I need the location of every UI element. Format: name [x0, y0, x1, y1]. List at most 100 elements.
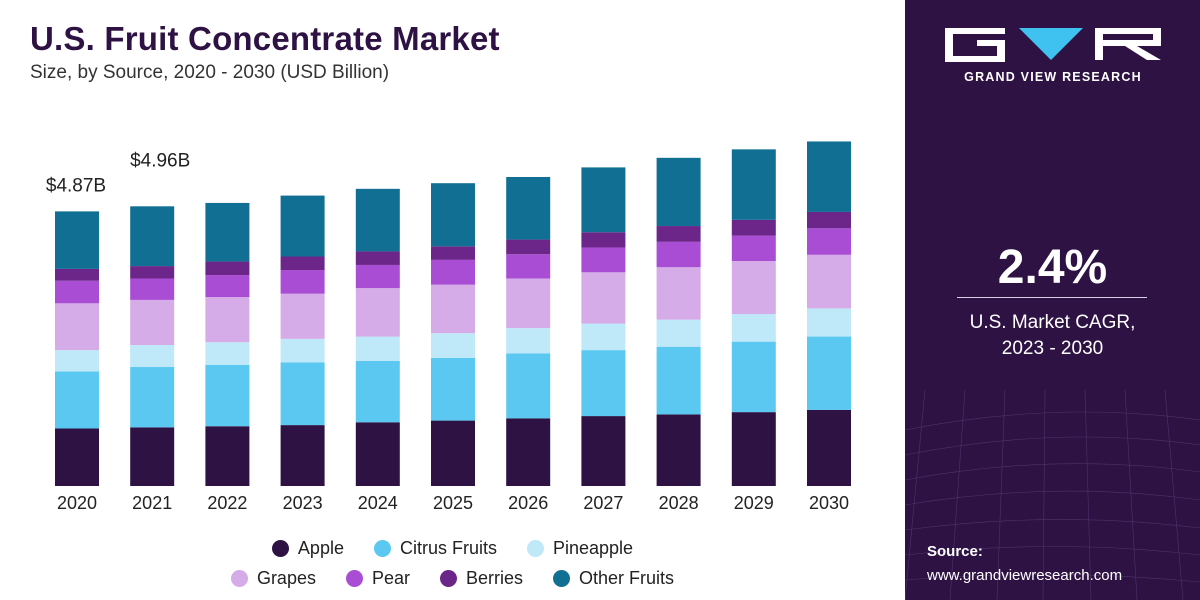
bar-segment-pear-2021 — [130, 278, 175, 300]
bar-segment-apple-2025 — [431, 420, 475, 486]
bar-segment-other-fruits-2024 — [355, 188, 400, 252]
source-link[interactable]: www.grandviewresearch.com — [927, 567, 1123, 584]
legend-label: Pineapple — [552, 537, 634, 558]
bar-segment-grapes-2026 — [506, 278, 551, 329]
bar-segment-berries-2020 — [55, 268, 99, 281]
bar-segment-other-fruits-2020 — [55, 211, 99, 269]
legend-item-pear: Pear — [345, 567, 410, 589]
bar-segment-berries-2025 — [431, 246, 475, 260]
legend-item-pineapple: Pineapple — [526, 537, 634, 559]
legend-swatch — [230, 569, 248, 587]
bar-segment-citrus-fruits-2020 — [55, 371, 99, 429]
bar-segment-apple-2028 — [656, 414, 701, 486]
bar-segment-other-fruits-2026 — [506, 176, 551, 240]
bar-segment-pear-2025 — [431, 259, 475, 285]
legend-swatch — [373, 539, 391, 557]
bar-segment-other-fruits-2029 — [731, 149, 776, 220]
bar-segment-citrus-fruits-2023 — [280, 362, 325, 426]
chart-title: U.S. Fruit Concentrate Market — [30, 20, 500, 57]
bar-segment-pineapple-2026 — [506, 328, 551, 354]
bar-segment-other-fruits-2023 — [280, 195, 325, 257]
bar-segment-pear-2029 — [731, 235, 776, 262]
bar-segment-apple-2022 — [205, 426, 250, 486]
bar-segment-grapes-2024 — [355, 288, 400, 337]
bar-segment-berries-2021 — [130, 266, 175, 279]
bar-segment-pear-2022 — [205, 275, 250, 298]
legend-swatch — [345, 569, 363, 587]
bar-segment-grapes-2023 — [280, 293, 325, 339]
bar-segment-pear-2023 — [280, 270, 325, 294]
bar-segment-berries-2023 — [280, 256, 325, 271]
bar-segment-pineapple-2021 — [130, 345, 175, 368]
legend-row: Apple Citrus Fruits Pineapple — [0, 533, 905, 563]
cagr-value: 2.4% — [997, 241, 1108, 294]
bar-segment-grapes-2021 — [130, 299, 175, 346]
bar-segment-berries-2030 — [807, 211, 851, 229]
cagr-label-line2: 2023 - 2030 — [1001, 338, 1104, 359]
data-label-2020: $4.87B — [46, 175, 106, 196]
legend-label: Berries — [466, 567, 524, 588]
bar-segment-pear-2028 — [656, 241, 701, 268]
x-tick-label: 2023 — [283, 493, 323, 513]
legend-label: Pear — [371, 567, 410, 588]
bar-segment-citrus-fruits-2030 — [807, 336, 851, 410]
legend-swatch — [271, 539, 289, 557]
x-tick-label: 2027 — [583, 493, 623, 513]
bar-segment-apple-2027 — [581, 416, 626, 486]
bar-segment-pineapple-2022 — [205, 342, 250, 365]
chart-panel: U.S. Fruit Concentrate Market Size, by S… — [0, 20, 905, 593]
bar-segment-other-fruits-2028 — [656, 157, 701, 227]
chart-legend: Apple Citrus Fruits Pineapple Grapes Pear Ber… — [0, 533, 905, 593]
bar-segment-citrus-fruits-2026 — [506, 353, 551, 419]
legend-item-apple: Apple — [271, 538, 344, 559]
x-tick-label: 2025 — [433, 493, 473, 513]
bar-segment-berries-2027 — [581, 232, 626, 248]
grid-decoration — [905, 390, 1200, 600]
bar-segment-pear-2020 — [55, 280, 99, 304]
bar-segment-other-fruits-2025 — [431, 183, 475, 247]
grand-view-research-logo — [945, 28, 1161, 62]
bar-segment-citrus-fruits-2029 — [731, 341, 776, 413]
x-tick-label: 2028 — [659, 493, 699, 513]
bar-segment-other-fruits-2022 — [205, 202, 250, 262]
chart-subtitle: Size, by Source, 2020 - 2030 (USD Billio… — [30, 62, 390, 83]
bar-segment-pear-2026 — [506, 254, 551, 279]
legend-label: Other Fruits — [579, 567, 675, 588]
cagr-label: U.S. Market CAGR, 2023 - 2030 — [905, 310, 1200, 362]
bar-segment-citrus-fruits-2022 — [205, 364, 250, 427]
brand-name: GRAND VIEW RESEARCH — [964, 70, 1142, 84]
bar-segment-apple-2023 — [280, 425, 325, 486]
bar-segment-berries-2026 — [506, 239, 551, 255]
bar-segment-other-fruits-2027 — [581, 167, 626, 233]
bar-segment-grapes-2030 — [807, 254, 851, 309]
bar-segment-pear-2027 — [581, 247, 626, 273]
x-tick-label: 2029 — [734, 493, 774, 513]
x-tick-label: 2024 — [358, 493, 398, 513]
sidebar-panel: GRAND VIEW RESEARCH 2.4% U.S. Market CAG… — [905, 0, 1200, 600]
data-label-2021: $4.96B — [130, 150, 190, 171]
bar-segment-grapes-2020 — [55, 303, 99, 351]
legend-item-other-fruits: Other Fruits — [553, 568, 674, 589]
x-tick-label: 2020 — [57, 493, 97, 513]
bar-segment-citrus-fruits-2027 — [581, 350, 626, 417]
legend-swatch — [553, 569, 571, 587]
bar-segment-pineapple-2024 — [355, 336, 400, 361]
bar-segment-pineapple-2029 — [731, 314, 776, 342]
legend-swatch — [440, 569, 457, 587]
source-title: Source: — [927, 543, 983, 560]
legend-row: Grapes Pear Berries Other Fruits — [0, 563, 905, 593]
legend-item-citrus-fruits: Citrus Fruits — [373, 538, 497, 559]
bar-segment-apple-2024 — [355, 422, 400, 486]
bar-segment-pear-2030 — [807, 228, 851, 255]
bar-segment-berries-2024 — [355, 251, 400, 265]
bar-segment-citrus-fruits-2025 — [431, 357, 475, 421]
bar-segment-pineapple-2020 — [55, 350, 99, 372]
bar-segment-citrus-fruits-2021 — [130, 367, 175, 428]
bar-segment-berries-2029 — [731, 219, 776, 236]
legend-label: Grapes — [256, 567, 316, 588]
bar-segment-grapes-2027 — [581, 272, 626, 324]
bar-segment-pineapple-2023 — [280, 338, 325, 363]
cagr-label-line1: U.S. Market CAGR, — [969, 312, 1136, 333]
bar-segment-pineapple-2027 — [581, 323, 626, 351]
bar-segment-pineapple-2028 — [656, 319, 701, 347]
